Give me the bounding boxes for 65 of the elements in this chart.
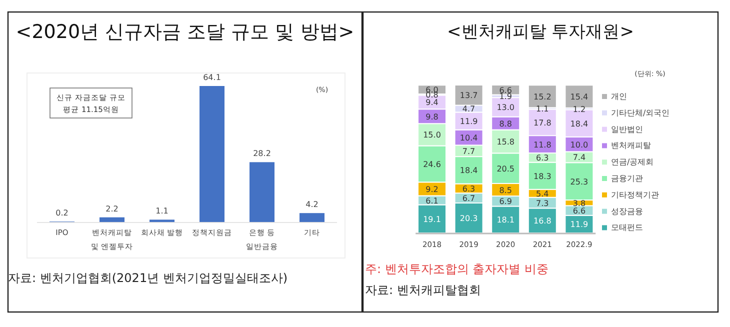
- data-label: 4.2: [306, 200, 318, 210]
- data-label: 7.7: [462, 146, 476, 156]
- data-label: 11.8: [533, 140, 552, 150]
- data-label: 0.2: [56, 208, 68, 218]
- data-label: 10.4: [460, 133, 478, 142]
- data-label: 18.1: [496, 216, 515, 225]
- data-label: 9.2: [426, 184, 438, 194]
- data-label: 6.6: [499, 86, 512, 95]
- data-label: 1.1: [536, 104, 549, 114]
- data-label: 17.8: [533, 118, 552, 128]
- data-label: 7.4: [572, 153, 586, 162]
- text: 자료: 벤처기업협회(2021년 벤처기업정밀실태조사): [8, 271, 288, 285]
- legend-label: 일반법인: [611, 124, 643, 134]
- legend-label: 모태펀드: [611, 223, 643, 232]
- data-label: 25.3: [570, 177, 588, 186]
- data-label: 2.2: [106, 204, 118, 214]
- legend-label: 금융기관: [611, 174, 643, 183]
- data-label: 18.4: [460, 166, 478, 176]
- data-label: 6.1: [426, 196, 438, 206]
- data-label: 11.9: [570, 220, 588, 230]
- data-label: 18.4: [570, 119, 588, 128]
- data-label: 8.5: [499, 186, 512, 195]
- data-label: 1.9: [499, 92, 512, 102]
- data-label: 6.3: [536, 154, 549, 163]
- bar: [250, 162, 274, 222]
- data-label: 9.4: [426, 98, 438, 108]
- data-label: 18.3: [533, 172, 552, 181]
- data-label: 24.6: [423, 160, 441, 169]
- legend-label: 기타단체/외국인: [611, 108, 670, 118]
- data-label: 19.1: [423, 214, 441, 224]
- data-label: 15.0: [423, 130, 441, 140]
- data-label: 11.9: [460, 117, 478, 126]
- data-label: 9.8: [426, 112, 438, 122]
- bar: [200, 86, 224, 222]
- text: 자료: 벤처캐피탈협회: [365, 283, 481, 297]
- data-label: 8.8: [499, 119, 512, 128]
- legend-label: 연금/공제회: [611, 158, 654, 167]
- bar: [300, 213, 324, 222]
- legend-label: 벤처캐피탈: [611, 141, 651, 150]
- legend-label: 기타정책기관: [611, 190, 659, 200]
- data-label: 64.1: [203, 73, 221, 82]
- text: 주: 벤처투자조합의 출자자별 비중: [365, 262, 548, 276]
- data-label: 20.3: [460, 214, 478, 223]
- data-label: 10.0: [570, 140, 588, 150]
- data-label: 5.4: [536, 189, 549, 198]
- bar: [100, 217, 124, 222]
- data-label: 15.4: [570, 92, 588, 102]
- legend-label: 개인: [611, 92, 627, 101]
- data-label: 6.9: [499, 197, 512, 206]
- data-label: 13.0: [496, 103, 515, 112]
- data-label: 28.2: [253, 149, 271, 158]
- data-label: 16.8: [533, 216, 552, 226]
- legend-label: 성장금융: [611, 206, 643, 216]
- data-label: 4.7: [462, 104, 476, 114]
- data-label: 1.1: [156, 206, 168, 216]
- data-label: 7.3: [536, 198, 549, 208]
- data-label: 20.5: [496, 164, 515, 174]
- chart-title: <2020년 신규자금 조달 규모 및 방법>: [16, 21, 354, 43]
- data-label: 13.7: [460, 91, 478, 100]
- data-label: 15.8: [496, 137, 515, 146]
- data-label: 6.6: [572, 206, 586, 216]
- data-label: 6.3: [462, 184, 476, 194]
- chart-title: <벤처캐피탈 투자재원>: [447, 22, 634, 42]
- data-label: 6.7: [462, 194, 476, 204]
- data-label: 15.2: [533, 92, 552, 102]
